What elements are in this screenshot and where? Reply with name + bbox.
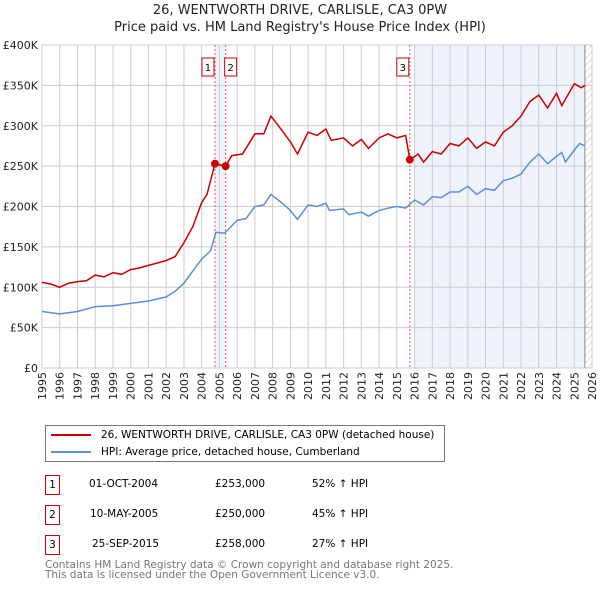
sale-hpi-diff: 45% ↑ HPI [312,508,369,520]
x-tick-label: 1998 [89,372,102,400]
x-tick-label: 2016 [409,372,422,400]
series-line [41,82,586,289]
x-tick-label: 2003 [178,372,191,400]
x-tick-label: 2000 [125,372,138,400]
x-tick-label: 2013 [355,372,368,400]
x-tick-label: 2010 [302,372,315,400]
x-tick-label: 2026 [586,372,599,400]
x-tick-label: 2012 [338,372,351,400]
table-row: 3 25-SEP-2015 £258,000 27% ↑ HPI [45,535,445,555]
footer-line: This data is licensed under the Open Gov… [45,569,380,581]
sale-date: 01-OCT-2004 [89,478,158,490]
y-tick-label: £300K [3,120,39,133]
table-row: 1 01-OCT-2004 £253,000 52% ↑ HPI [45,475,445,495]
sale-point [221,162,230,171]
sale-hpi-diff: 52% ↑ HPI [312,478,369,490]
legend-label: HPI: Average price, detached house, Cumb… [101,446,360,458]
x-tick-label: 2001 [142,372,155,400]
sale-date: 10-MAY-2005 [90,508,159,520]
x-tick-label: 2019 [462,372,475,400]
y-tick-label: £350K [3,79,39,92]
x-tick-label: 2009 [284,372,297,400]
x-tick-label: 2004 [196,372,209,400]
x-tick-label: 2007 [249,372,262,400]
sale-label: 3 [400,63,406,74]
y-tick-label: £200K [3,201,39,214]
y-tick-label: £400K [3,39,39,52]
x-tick-label: 2008 [267,372,280,400]
x-tick-label: 1995 [36,372,49,400]
price-chart: 1995 1996 1997 1998 1999 2000 2001 2002 2003 2004… [3,39,599,400]
sale-marker-badge: 3 [45,535,60,555]
footer: Contains HM Land Registry data © Crown c… [45,559,454,581]
series-line [41,142,586,315]
x-tick-label: 2005 [213,372,226,400]
legend-swatch [51,434,91,436]
sale-label-box [224,57,238,77]
y-tick-label: £0 [24,362,38,375]
x-tick-label: 1997 [71,372,84,400]
x-tick-label: 1999 [107,372,120,400]
y-tick-label: £100K [3,281,39,294]
x-tick-label: 2011 [320,372,333,400]
legend-item-property: 26, WENTWORTH DRIVE, CARLISLE, CA3 0PW (… [46,427,434,443]
sale-point [210,159,219,168]
x-tick-label: 2002 [160,372,173,400]
y-tick-label: £250K [3,160,39,173]
x-tick-label: 2025 [568,372,581,400]
x-tick-label: 2022 [515,372,528,400]
sale-label-box [396,57,410,77]
sale-label: 1 [205,63,211,74]
x-tick-label: 2015 [391,372,404,400]
sale-price: £250,000 [215,508,266,520]
chart-subtitle: Price paid vs. HM Land Registry's House … [114,20,486,35]
sale-label: 2 [227,63,233,74]
chart-title: 26, WENTWORTH DRIVE, CARLISLE, CA3 0PW [152,3,448,18]
x-tick-label: 2017 [426,372,439,400]
y-tick-label: £50K [10,322,39,335]
x-tick-label: 2020 [480,372,493,400]
sale-price: £258,000 [215,538,266,550]
x-tick-label: 2021 [497,372,510,400]
sale-hpi-diff: 27% ↑ HPI [312,538,369,550]
x-tick-label: 2024 [551,372,564,400]
sale-date: 25-SEP-2015 [92,538,160,550]
legend-item-hpi: HPI: Average price, detached house, Cumb… [46,444,360,460]
sale-marker-badge: 1 [45,475,60,495]
sale-label-box [201,57,215,77]
legend-swatch [51,451,91,453]
x-tick-label: 2014 [373,372,386,400]
table-row: 2 10-MAY-2005 £250,000 45% ↑ HPI [45,505,445,525]
footer-line: Contains HM Land Registry data © Crown c… [45,559,454,571]
y-tick-label: £150K [3,241,39,254]
plot-frame [41,44,593,369]
sale-point [405,155,414,164]
x-tick-label: 2023 [533,372,546,400]
sale-marker-badge: 2 [45,505,60,525]
x-tick-label: 2006 [231,372,244,400]
x-tick-label: 2018 [444,372,457,400]
legend: 26, WENTWORTH DRIVE, CARLISLE, CA3 0PW (… [45,425,445,462]
x-tick-label: 1996 [54,372,67,400]
legend-label: 26, WENTWORTH DRIVE, CARLISLE, CA3 0PW (… [101,429,435,441]
sale-price: £253,000 [215,478,266,490]
